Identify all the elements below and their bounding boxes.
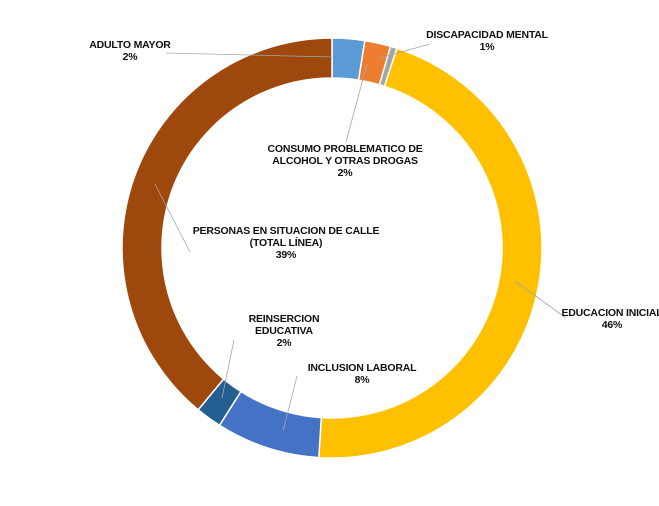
leader-line-consumo-problematico-de-alcohol-y-otras-drogas — [345, 63, 368, 143]
data-label-inclusion-laboral: INCLUSION LABORAL 8% — [308, 362, 417, 386]
leader-line-inclusion-laboral — [282, 375, 298, 432]
data-label-consumo-problematico-de-alcohol-y-otras-drogas: CONSUMO PROBLEMATICO DE ALCOHOL Y OTRAS D… — [267, 143, 422, 179]
slice-educacion-inicial — [318, 47, 543, 459]
leader-line-discapacidad-mental — [379, 43, 431, 59]
slice-personas-en-situacion-de-calle-total-linea — [121, 37, 333, 411]
leader-line-educacion-inicial — [514, 280, 567, 319]
data-label-reinsercion-educativa: REINSERCION EDUCATIVA 2% — [249, 313, 320, 349]
data-label-personas-en-situacion-de-calle-total-linea: PERSONAS EN SITUACION DE CALLE (TOTAL LÍN… — [193, 225, 380, 261]
leader-line-personas-en-situacion-de-calle-total-linea — [154, 183, 191, 253]
leader-line-reinsercion-educativa — [221, 339, 235, 399]
data-label-adulto-mayor: ADULTO MAYOR 2% — [89, 39, 171, 63]
data-label-discapacidad-mental: DISCAPACIDAD MENTAL 1% — [426, 29, 549, 53]
data-label-educacion-inicial: EDUCACION INICIAL 46% — [561, 307, 659, 331]
leader-line-adulto-mayor — [165, 52, 333, 58]
